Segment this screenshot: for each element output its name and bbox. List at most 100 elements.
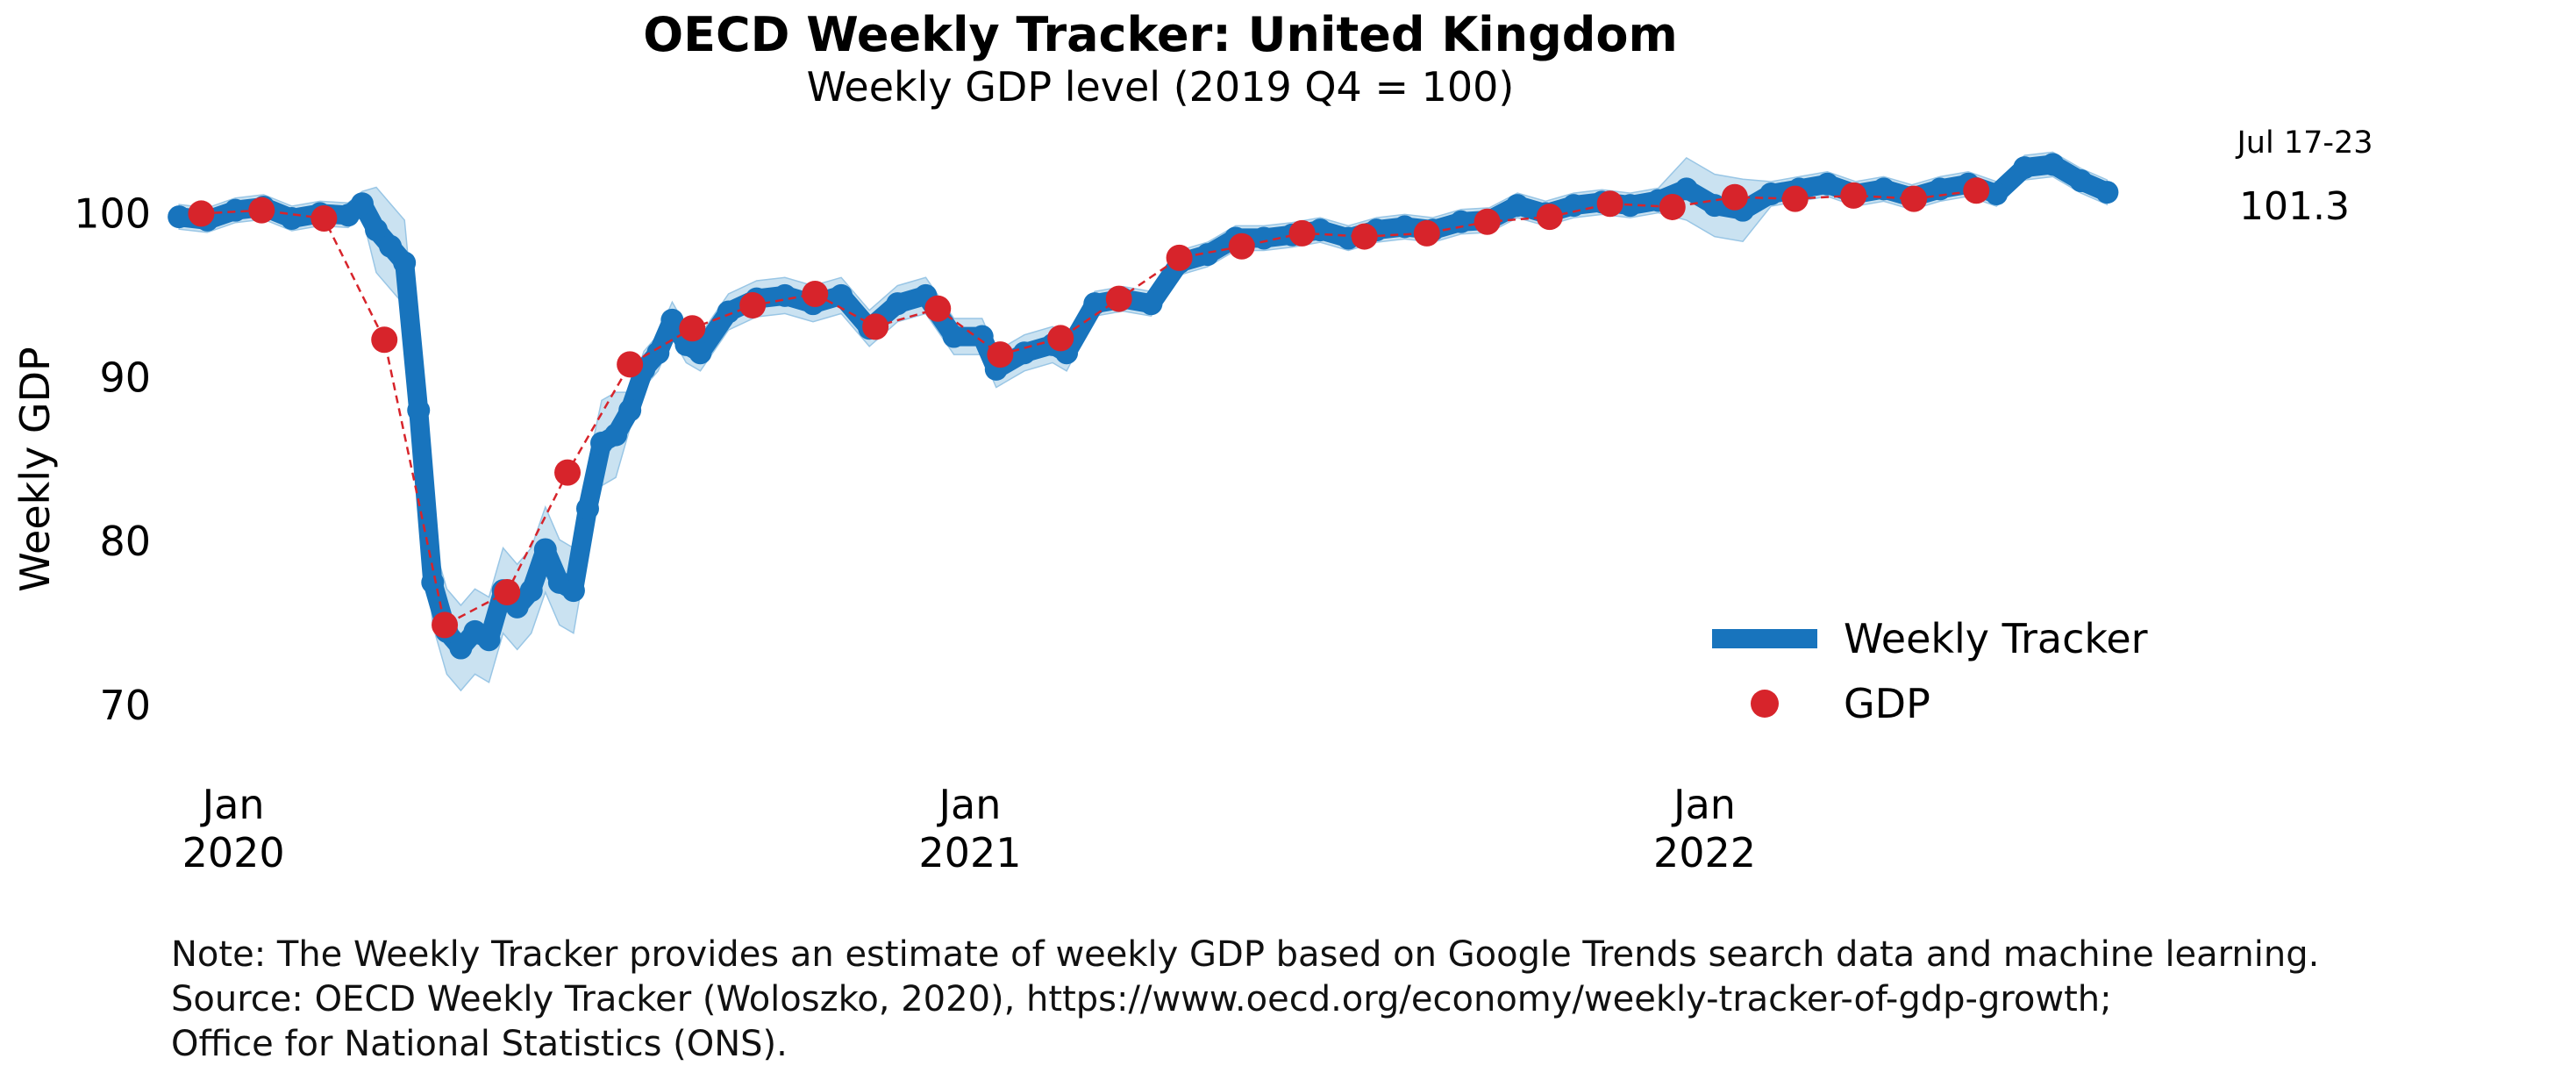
tracker-point [604, 423, 628, 447]
gdp-point [1047, 325, 1074, 352]
chart-subtitle: Weekly GDP level (2019 Q4 = 100) [807, 63, 1515, 111]
gdp-point [1901, 185, 1928, 212]
gdp-point [1659, 193, 1686, 220]
tracker-point [1139, 292, 1163, 316]
tracker-point [2069, 169, 2093, 193]
tracker-point [393, 251, 417, 275]
gdp-point [1840, 182, 1867, 209]
last-point-value-label: 101.3 [2239, 184, 2350, 229]
y-axis-ticks: 70 80 90 100 [74, 190, 151, 729]
tracker-point [519, 579, 543, 603]
gdp-point [432, 612, 459, 639]
gdp-point [1351, 223, 1378, 250]
tracker-point [168, 205, 191, 229]
tracker-point [1012, 341, 1036, 365]
tracker-confidence-band [178, 151, 2109, 692]
tracker-point [1816, 172, 1839, 196]
tracker-point [449, 636, 473, 660]
gdp-point [1596, 190, 1623, 218]
tracker-point [1506, 194, 1530, 218]
gdp-point [1228, 232, 1255, 260]
chart-title: OECD Weekly Tracker: United Kingdom [643, 7, 1678, 62]
y-tick-label: 80 [99, 518, 151, 565]
gdp-point [1105, 285, 1132, 312]
gdp-point [554, 459, 582, 486]
gdp-point [1288, 219, 1316, 247]
footnote-line-3: Office for National Statistics (ONS). [171, 1024, 788, 1064]
footnote-line-2: Source: OECD Weekly Tracker (Woloszko, 2… [171, 979, 2112, 1019]
gdp-point [1963, 177, 1990, 204]
weekly-tracker-line [169, 154, 2117, 658]
tracker-point [942, 325, 966, 348]
y-tick-label: 100 [74, 190, 151, 237]
gdp-point [1781, 185, 1809, 212]
footnote-line-1: Note: The Weekly Tracker provides an est… [171, 934, 2320, 975]
y-tick-label: 90 [99, 354, 151, 401]
tracker-point [421, 570, 445, 594]
tracker-point [970, 325, 994, 348]
tracker-point [533, 538, 557, 561]
gdp-point [248, 197, 275, 224]
tracker-point [830, 283, 853, 307]
tracker-point [618, 398, 642, 422]
tracker-point [1252, 226, 1275, 250]
x-tick-label-year: 2021 [918, 829, 1021, 876]
gdp-point [1721, 183, 1748, 211]
tracker-point [365, 218, 389, 242]
gdp-point [1536, 204, 1563, 231]
x-tick-label-month: Jan [1671, 781, 1736, 828]
gdp-point [188, 200, 215, 227]
legend-tracker-label: Weekly Tracker [1844, 615, 2148, 662]
y-tick-label: 70 [99, 682, 151, 729]
y-axis-label: Weekly GDP [11, 347, 59, 591]
tracker-point [1449, 210, 1473, 233]
gdp-point [1166, 244, 1193, 271]
tracker-point [379, 234, 403, 258]
gdp-point [371, 326, 398, 354]
tracker-point [773, 283, 796, 307]
gdp-point [679, 315, 706, 342]
x-tick-label-month: Jan [936, 781, 1001, 828]
tracker-point [886, 292, 910, 316]
tracker-point [689, 341, 712, 365]
gdp-dashed-line [201, 190, 1977, 627]
gdp-point [1413, 219, 1440, 247]
gdp-point [617, 351, 644, 378]
gdp-point [494, 579, 521, 606]
x-tick-label-year: 2020 [182, 829, 285, 876]
gdp-point [862, 313, 889, 340]
tracker-point [575, 497, 599, 520]
weekly-tracker-points [168, 153, 2119, 660]
tracker-point [1393, 215, 1416, 239]
legend-gdp-swatch [1751, 690, 1779, 718]
tracker-point [717, 300, 740, 324]
tracker-point [224, 198, 247, 222]
last-point-date-label: Jul 17-23 [2235, 125, 2373, 161]
legend-gdp-label: GDP [1844, 680, 1930, 727]
tracker-point [1872, 177, 1895, 201]
tracker-point [660, 308, 684, 332]
tracker-point [477, 628, 501, 652]
tracker-point [2013, 156, 2037, 180]
tracker-point [1985, 182, 2009, 205]
tracker-point [350, 192, 374, 216]
gdp-point [310, 205, 338, 232]
gdp-point [924, 295, 952, 322]
gdp-point [739, 292, 767, 319]
gdp-point [802, 280, 829, 307]
gdp-point [987, 341, 1014, 368]
tracker-point [2041, 153, 2065, 176]
tracker-point [561, 579, 585, 603]
gdp-points [188, 177, 1990, 639]
tracker-point [646, 341, 670, 365]
tracker-point [407, 398, 431, 422]
tracker-point [1674, 177, 1698, 201]
tracker-point [280, 207, 303, 231]
legend: Weekly Tracker GDP [1712, 615, 2148, 727]
tracker-point [2095, 181, 2119, 204]
tracker-point [1759, 182, 1783, 205]
chart-footnote: Note: The Weekly Tracker provides an est… [171, 933, 2319, 1067]
gdp-point [1474, 208, 1501, 235]
